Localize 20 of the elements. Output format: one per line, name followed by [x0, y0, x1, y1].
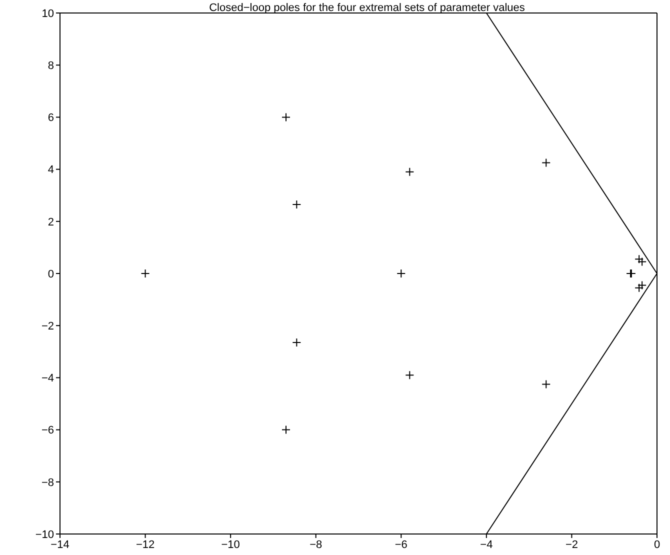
- x-tick-label: −6: [394, 538, 408, 551]
- y-tick-label: 10: [42, 8, 54, 20]
- y-tick-label: 4: [48, 164, 54, 176]
- x-tick-label: −2: [565, 538, 578, 551]
- y-tick-label: 2: [48, 216, 54, 228]
- x-tick-label: 0: [654, 538, 660, 551]
- x-tick-label: −10: [221, 538, 240, 551]
- y-tick-label: −6: [41, 424, 54, 437]
- y-tick-label: 8: [48, 60, 54, 72]
- y-tick-label: 6: [48, 112, 54, 124]
- y-tick-label: 0: [48, 268, 54, 280]
- x-tick-label: −12: [136, 538, 155, 551]
- chart-title: Closed−loop poles for the four extremal sets of parameter values: [208, 2, 526, 14]
- x-tick-label: −8: [310, 538, 322, 551]
- y-tick-label: −8: [41, 476, 54, 489]
- y-tick-label: −2: [41, 320, 54, 333]
- x-tick-label: −14: [50, 538, 70, 551]
- y-tick-label: −10: [35, 528, 54, 541]
- y-tick-label: −4: [41, 372, 54, 385]
- x-tick-label: −4: [480, 538, 493, 551]
